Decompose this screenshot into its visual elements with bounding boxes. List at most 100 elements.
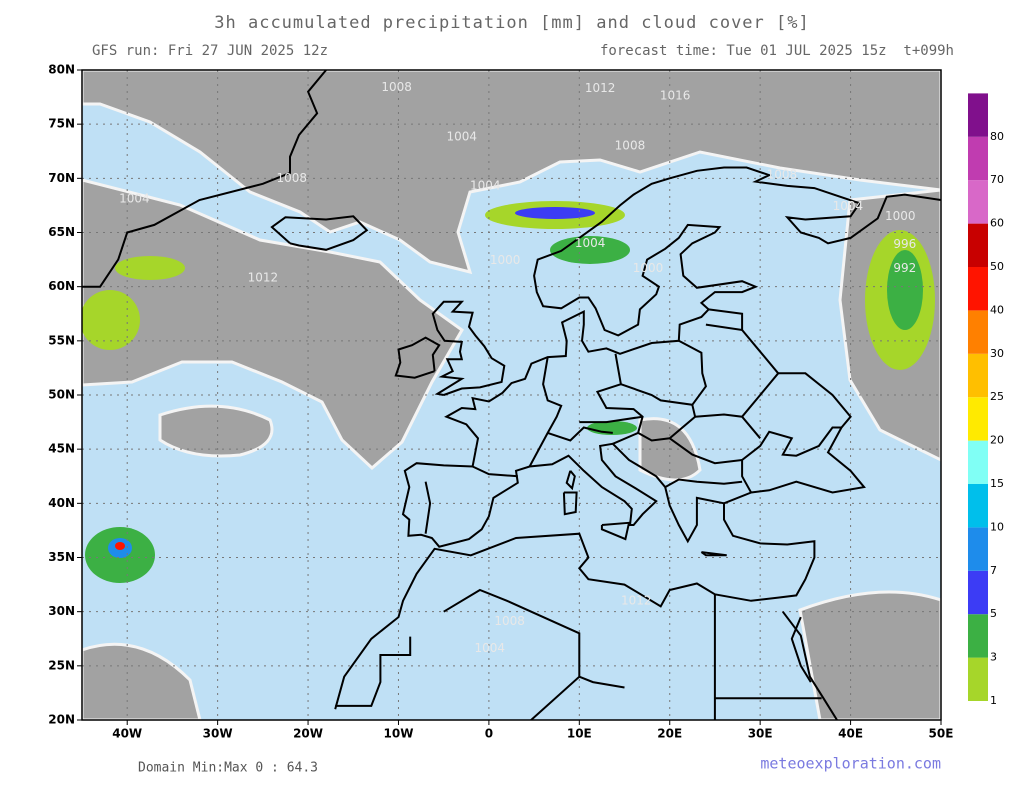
coastline xyxy=(431,300,506,396)
precip-area xyxy=(115,542,125,550)
coastline xyxy=(664,478,743,488)
isobar-label: 992 xyxy=(893,261,916,275)
lat-tick-label: 30N xyxy=(48,604,75,618)
coastline xyxy=(562,491,578,516)
colorbar-label: 70 xyxy=(990,173,1004,186)
colorbar-label: 40 xyxy=(990,303,1004,316)
coastline xyxy=(595,353,644,445)
coastline xyxy=(741,329,779,374)
min-max: Domain Min:Max 0 : 64.3 xyxy=(138,761,318,776)
lat-tick-label: 60N xyxy=(48,279,75,293)
colorbar-label: 80 xyxy=(990,130,1004,143)
lat-tick-label: 70N xyxy=(48,171,75,185)
colorbar-segment xyxy=(968,527,988,571)
coastline xyxy=(270,215,369,251)
lon-tick-label: 40E xyxy=(838,727,863,741)
isobar-label: 1008 xyxy=(381,80,412,94)
cloud xyxy=(158,404,274,458)
coastline xyxy=(565,470,576,491)
colorbar-label: 10 xyxy=(990,520,1004,533)
lon-tick-label: 20E xyxy=(657,727,682,741)
colorbar: 1 3 5 7 10 15 20 25 30 40 50 60 70 80 xyxy=(968,93,1004,707)
coastline xyxy=(600,521,631,541)
isobar-label: 1008 xyxy=(494,614,525,628)
colorbar-segment xyxy=(968,614,988,658)
coastline xyxy=(620,339,707,406)
colorbar-segment xyxy=(968,267,988,311)
coastline xyxy=(578,675,625,689)
isobar-label: 1008 xyxy=(767,168,798,182)
lat-tick-label: 45N xyxy=(48,442,75,456)
isobar-label: 1000 xyxy=(633,261,664,275)
lat-tick-label: 35N xyxy=(48,550,75,564)
coastline xyxy=(705,308,744,332)
isobar-labels: 1008 1012 1016 1004 1008 1008 1004 1004 1008 1004… xyxy=(119,80,916,655)
colorbar-segment xyxy=(968,397,988,441)
colorbar-segment xyxy=(968,484,988,528)
isobar-label: 1008 xyxy=(615,138,646,152)
isobar-label: 1016 xyxy=(660,89,691,103)
lat-tick-label: 75N xyxy=(48,117,75,131)
coastline xyxy=(82,70,327,288)
coastline xyxy=(579,415,643,424)
lat-tick-label: 50N xyxy=(48,388,75,402)
colorbar-segment xyxy=(968,353,988,398)
lat-tick-label: 55N xyxy=(48,333,75,347)
coastline xyxy=(334,426,866,710)
colorbar-segment xyxy=(968,657,988,701)
lat-tick-label: 65N xyxy=(48,225,75,239)
isobar-label: 1012 xyxy=(621,593,652,607)
coastlines xyxy=(82,70,941,720)
coastline xyxy=(424,481,432,534)
coastline xyxy=(443,588,581,720)
colorbar-label: 7 xyxy=(990,564,997,577)
coastline xyxy=(741,372,852,429)
isobar-label: 1004 xyxy=(575,236,606,250)
colorbar-segment xyxy=(968,180,988,224)
colorbar-segment xyxy=(968,310,988,354)
precip-area xyxy=(82,290,140,350)
lon-tick-label: 10E xyxy=(567,727,592,741)
isobar-label: 1000 xyxy=(490,253,521,267)
isobar-label: 1004 xyxy=(446,130,477,144)
lon-tick-label: 50E xyxy=(929,727,954,741)
isobar-label: 1012 xyxy=(585,81,616,95)
colorbar-label: 15 xyxy=(990,477,1004,490)
lat-tick-label: 40N xyxy=(48,496,75,510)
precipitation xyxy=(82,201,935,583)
coastline xyxy=(700,551,727,557)
lat-tick-label: 20N xyxy=(48,713,75,727)
colorbar-segment xyxy=(968,223,988,267)
axis-ticks: 40W 30W 20W 10W 0 10E 20E 30E 40E 50E 20N 25N 30N 35N… xyxy=(48,63,953,741)
lat-tick-label: 25N xyxy=(48,658,75,672)
precip-area xyxy=(515,207,595,219)
site-credit: meteoexploration.com xyxy=(760,755,941,773)
colorbar-label: 1 xyxy=(990,694,997,707)
isobar-label: 1000 xyxy=(885,209,916,223)
run-info: GFS run: Fri 27 JUN 2025 12z xyxy=(92,43,328,59)
colorbar-label: 50 xyxy=(990,260,1004,273)
colorbar-label: 3 xyxy=(990,651,997,664)
coastline xyxy=(547,426,613,442)
isobar-label: 1012 xyxy=(248,271,279,285)
lon-tick-label: 0 xyxy=(485,727,493,741)
cloud xyxy=(82,642,202,720)
isobar-label: 1004 xyxy=(470,178,501,192)
colorbar-segment xyxy=(968,136,988,181)
coastline xyxy=(695,413,761,439)
cloud xyxy=(82,70,941,275)
cloud xyxy=(798,590,941,720)
coastline xyxy=(401,166,941,548)
isobar-label: 1004 xyxy=(119,191,150,205)
coastline xyxy=(394,336,441,379)
title: 3h accumulated precipitation [mm] and cl… xyxy=(214,13,809,33)
precip-area xyxy=(887,250,923,330)
colorbar-label: 25 xyxy=(990,390,1004,403)
coastline xyxy=(669,437,743,465)
colorbar-label: 20 xyxy=(990,434,1004,447)
colorbar-label: 60 xyxy=(990,217,1004,230)
colorbar-segment xyxy=(968,440,988,484)
coastline xyxy=(782,611,838,720)
colorbar-label: 30 xyxy=(990,347,1004,360)
